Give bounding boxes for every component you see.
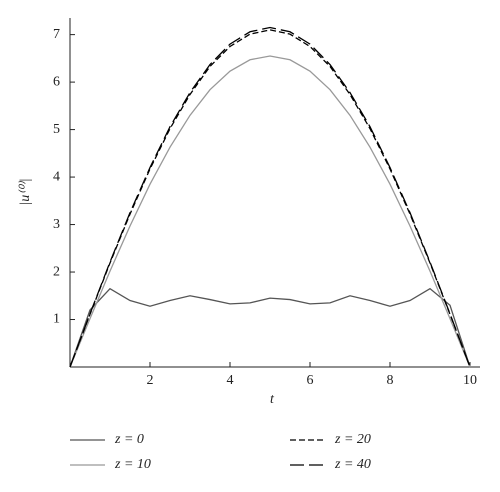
x-tick-label: 10 bbox=[463, 373, 477, 388]
y-tick-label: 5 bbox=[53, 122, 60, 137]
legend-label: z = 0 bbox=[114, 432, 144, 447]
x-axis-label: t bbox=[270, 392, 275, 407]
x-tick-label: 2 bbox=[147, 373, 154, 388]
y-tick-label: 1 bbox=[53, 312, 60, 327]
y-tick-label: 7 bbox=[53, 27, 60, 42]
legend-label: z = 10 bbox=[114, 457, 151, 472]
y-tick-label: 6 bbox=[53, 74, 60, 89]
line bbox=[69, 29, 471, 368]
y-axis-label: |u⁽⁰⁾| bbox=[18, 178, 33, 205]
line bbox=[69, 55, 471, 368]
x-tick-label: 4 bbox=[227, 373, 234, 388]
line bbox=[69, 287, 471, 368]
y-tick-label: 3 bbox=[53, 217, 60, 232]
x-tick-label: 6 bbox=[307, 373, 314, 388]
line bbox=[69, 26, 471, 368]
x-tick-label: 8 bbox=[387, 373, 394, 388]
legend-label: z = 20 bbox=[334, 432, 371, 447]
legend-label: z = 40 bbox=[334, 457, 371, 472]
y-tick-label: 4 bbox=[53, 169, 60, 184]
y-tick-label: 2 bbox=[53, 264, 60, 279]
